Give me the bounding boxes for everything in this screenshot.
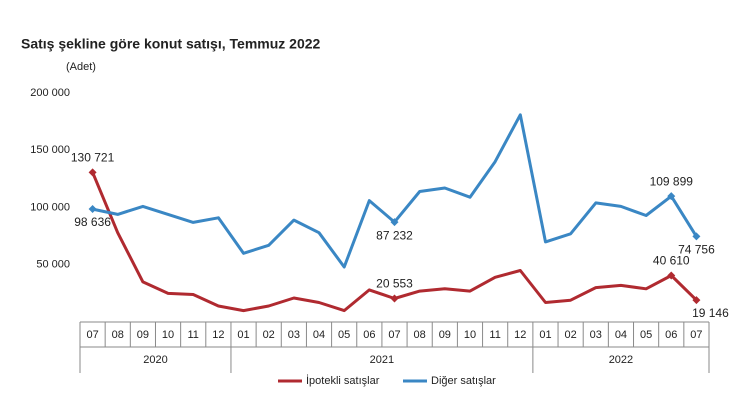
data-label: 74 756 <box>678 243 715 257</box>
x-tick-label: 11 <box>188 329 199 341</box>
point-marker <box>667 192 676 201</box>
x-tick-label: 09 <box>137 329 149 341</box>
y-tick-label: 50 000 <box>36 259 70 271</box>
point-marker <box>692 232 701 241</box>
data-label: 40 610 <box>653 254 690 268</box>
y-tick-label: 150 000 <box>30 144 70 156</box>
x-tick-label: 04 <box>615 329 627 341</box>
data-label: 109 899 <box>650 174 694 188</box>
x-tick-label: 05 <box>640 329 652 341</box>
x-tick-label: 08 <box>112 329 124 341</box>
legend-label: İpotekli satışlar <box>306 374 380 387</box>
x-tick-label: 11 <box>489 329 500 341</box>
x-tick-label: 02 <box>263 329 275 341</box>
legend-label: Diğer satışlar <box>431 375 496 387</box>
y-tick-label: 200 000 <box>30 87 70 99</box>
x-tick-label: 10 <box>162 329 174 341</box>
data-label: 87 232 <box>376 228 413 242</box>
x-group-label: 2021 <box>370 354 394 366</box>
y-axis-title: (Adet) <box>66 61 96 73</box>
x-tick-label: 03 <box>288 329 300 341</box>
x-tick-label: 01 <box>539 329 551 341</box>
x-tick-label: 06 <box>363 329 375 341</box>
x-tick-label: 02 <box>564 329 576 341</box>
series-line <box>92 113 698 269</box>
data-label: 98 636 <box>74 215 111 229</box>
point-marker <box>390 294 399 303</box>
data-label: 130 721 <box>71 150 115 164</box>
point-marker <box>692 296 701 305</box>
point-marker <box>390 218 399 227</box>
x-tick-label: 12 <box>514 329 526 341</box>
x-tick-label: 10 <box>464 329 476 341</box>
x-tick-label: 09 <box>439 329 451 341</box>
point-marker <box>88 205 97 214</box>
x-tick-label: 07 <box>388 329 400 341</box>
chart-title: Satış şekline göre konut satışı, Temmuz … <box>21 36 321 52</box>
x-group-label: 2022 <box>609 354 633 366</box>
x-tick-label: 01 <box>237 329 249 341</box>
x-tick-label: 03 <box>590 329 602 341</box>
x-tick-label: 04 <box>313 329 325 341</box>
point-marker <box>667 271 676 280</box>
x-tick-label: 07 <box>690 329 702 341</box>
data-label: 20 553 <box>376 277 413 291</box>
data-label: 19 146 <box>692 306 729 320</box>
x-group-label: 2020 <box>143 354 167 366</box>
point-marker <box>88 168 97 177</box>
x-tick-label: 05 <box>338 329 350 341</box>
y-tick-label: 100 000 <box>30 201 70 213</box>
x-tick-label: 12 <box>212 329 224 341</box>
x-tick-label: 07 <box>86 329 98 341</box>
x-tick-label: 08 <box>414 329 426 341</box>
x-tick-label: 06 <box>665 329 677 341</box>
